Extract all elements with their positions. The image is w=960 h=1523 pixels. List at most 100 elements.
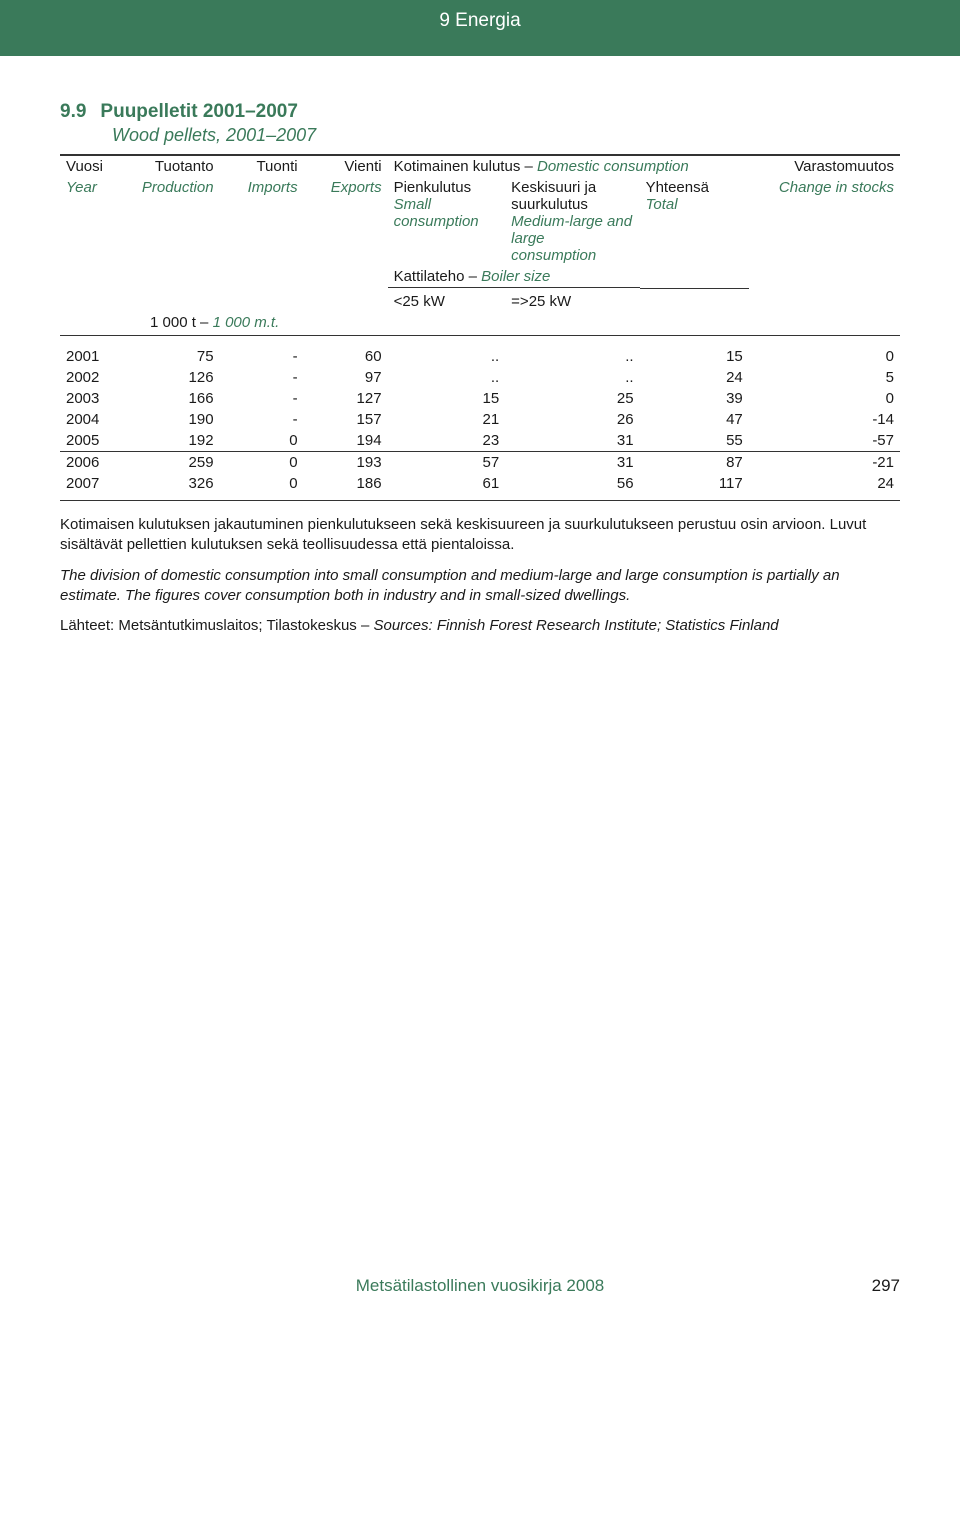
header-row-en: Year Production Imports Exports Pienkulu… (60, 177, 900, 266)
unit-en: 1 000 m.t. (213, 314, 280, 331)
page-header-bar: 9 Energia (0, 0, 960, 56)
table-cell: 193 (304, 452, 388, 473)
table-notes: Kotimaisen kulutuksen jakautuminen pienk… (60, 515, 900, 636)
unit-fi: 1 000 t – (150, 314, 213, 331)
table-cell: 39 (640, 388, 749, 409)
col-chg-fi: Varastomuutos (749, 156, 900, 177)
table-cell: 190 (127, 409, 219, 430)
footer-book-title: Metsätilastollinen vuosikirja 2008 (356, 1276, 605, 1295)
table-cell: - (220, 388, 304, 409)
sources-fi: Lähteet: Metsäntutkimuslaitos; Tilastoke… (60, 617, 373, 634)
table-cell: 57 (388, 452, 506, 473)
table-cell: 0 (220, 452, 304, 473)
table-cell: - (220, 346, 304, 367)
table-cell: - (220, 367, 304, 388)
table-cell: -21 (749, 452, 900, 473)
table-cell: 47 (640, 409, 749, 430)
table-cell: 166 (127, 388, 219, 409)
table-cell: 2002 (60, 367, 127, 388)
table-body: 200175-60....1502002126-97....2452003166… (60, 346, 900, 494)
table-row: 2004190-157212647-14 (60, 409, 900, 430)
table-cell: .. (388, 367, 506, 388)
footer-page-number: 297 (872, 1276, 900, 1296)
table-cell: 61 (388, 473, 506, 494)
header-row-fi: Vuosi Tuotanto Tuonti Vienti Kotimainen … (60, 156, 900, 177)
table-cell: 25 (505, 388, 639, 409)
table-title-row: 9.9 Puupelletit 2001–2007 (60, 101, 900, 123)
table-cell: 15 (640, 346, 749, 367)
table-cell: 0 (220, 473, 304, 494)
table-row: 2002126-97....245 (60, 367, 900, 388)
table-cell: 127 (304, 388, 388, 409)
col-tot-fi: Yhteensä (646, 179, 709, 196)
table-cell: 2007 (60, 473, 127, 494)
unit-cell: 1 000 t – 1 000 m.t. (60, 312, 900, 335)
table-cell: 326 (127, 473, 219, 494)
col-imp-fi: Tuonti (220, 156, 304, 177)
unit-row: 1 000 t – 1 000 m.t. (60, 312, 900, 335)
note-fi: Kotimaisen kulutuksen jakautuminen pienk… (60, 515, 900, 556)
table-cell: 126 (127, 367, 219, 388)
table-cell: .. (388, 346, 506, 367)
table-cell: 117 (640, 473, 749, 494)
tot-rule (640, 288, 749, 289)
table-cell: 31 (505, 452, 639, 473)
table-row: 20073260186615611724 (60, 473, 900, 494)
table-cell: 5 (749, 367, 900, 388)
table-cell: 87 (640, 452, 749, 473)
table-cell: 2004 (60, 409, 127, 430)
table-cell: 2001 (60, 346, 127, 367)
col-small-en: Small consumption (394, 196, 479, 230)
table-row: 20062590193573187-21 (60, 452, 900, 473)
col-ml-fi: Keskisuuri ja suurkulutus (511, 179, 596, 213)
table-cell: 26 (505, 409, 639, 430)
table-cell: 2005 (60, 430, 127, 451)
boiler-en: Boiler size (481, 268, 550, 285)
table-cell: 186 (304, 473, 388, 494)
col-ml: Keskisuuri ja suurkulutus Medium-large a… (505, 177, 639, 266)
table-row: 200175-60....150 (60, 346, 900, 367)
header-section-label: 9 Energia (439, 10, 520, 32)
boiler-label: Kattilateho – Boiler size (388, 266, 640, 287)
table-number: 9.9 (60, 101, 86, 123)
table-title-en: Wood pellets, 2001–2007 (112, 125, 900, 146)
header-boiler-row: Kattilateho – Boiler size (60, 266, 900, 287)
table-cell: 2003 (60, 388, 127, 409)
col-group: Kotimainen kulutus – Domestic consumptio… (388, 156, 749, 177)
table-row: 2003166-1271525390 (60, 388, 900, 409)
table-cell: 194 (304, 430, 388, 451)
table-cell: 21 (388, 409, 506, 430)
col-tot: Yhteensä Total (640, 177, 749, 266)
table-cell: 157 (304, 409, 388, 430)
kw-lt25: <25 kW (388, 291, 506, 312)
table-cell: 0 (749, 346, 900, 367)
table-cell: -57 (749, 430, 900, 451)
main-content: 9.9 Puupelletit 2001–2007 Wood pellets, … (0, 56, 960, 636)
table-cell: .. (505, 346, 639, 367)
col-small: Pienkulutus Small consumption (388, 177, 506, 266)
header-kw-row: <25 kW =>25 kW (60, 291, 900, 312)
table-cell: 56 (505, 473, 639, 494)
table-cell: 97 (304, 367, 388, 388)
table-cell: 24 (749, 473, 900, 494)
page-footer: Metsätilastollinen vuosikirja 2008 297 (0, 1276, 960, 1314)
table-cell: .. (505, 367, 639, 388)
boiler-rule (388, 287, 640, 288)
table-cell: 75 (127, 346, 219, 367)
table-cell: 31 (505, 430, 639, 451)
col-imp-en: Imports (220, 177, 304, 266)
spacer-top (60, 336, 900, 346)
col-chg-en: Change in stocks (749, 177, 900, 266)
col-group-fi: Kotimainen kulutus – (394, 158, 537, 175)
table-cell: 192 (127, 430, 219, 451)
col-prod-fi: Tuotanto (127, 156, 219, 177)
table-cell: 0 (749, 388, 900, 409)
table-cell: -14 (749, 409, 900, 430)
col-small-fi: Pienkulutus (394, 179, 472, 196)
table-cell: 60 (304, 346, 388, 367)
table-cell: 23 (388, 430, 506, 451)
col-year-en: Year (60, 177, 127, 266)
table-row: 20051920194233155-57 (60, 430, 900, 451)
col-exp-fi: Vienti (304, 156, 388, 177)
table-title-fi: Puupelletit 2001–2007 (100, 101, 298, 123)
